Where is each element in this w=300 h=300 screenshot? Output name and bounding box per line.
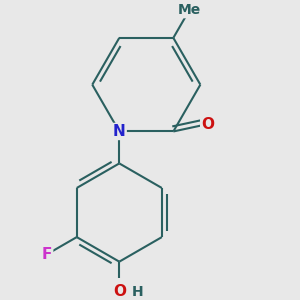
Text: O: O [113,284,126,299]
Text: O: O [201,117,214,132]
Text: F: F [42,247,52,262]
Text: H: H [132,285,143,299]
Text: Me: Me [178,3,201,17]
Text: N: N [113,124,126,139]
